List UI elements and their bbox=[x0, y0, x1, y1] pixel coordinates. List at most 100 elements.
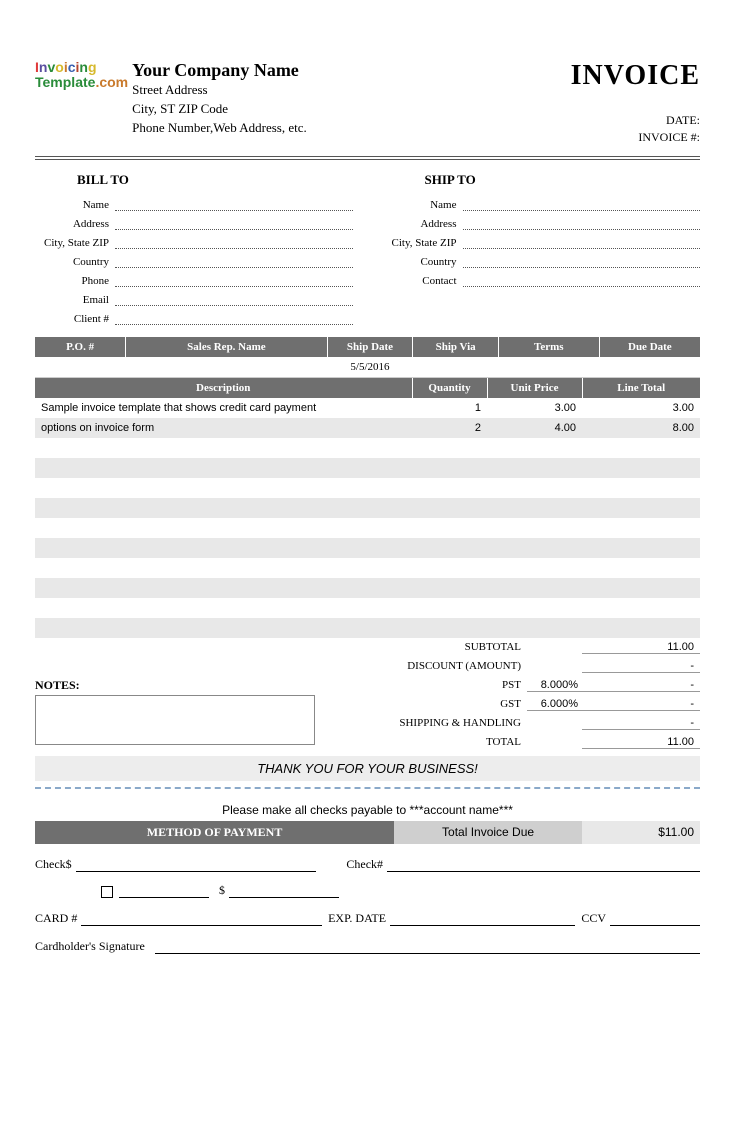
items-cell[interactable] bbox=[412, 558, 487, 578]
items-cell[interactable] bbox=[35, 558, 412, 578]
bill-to-field-line[interactable] bbox=[115, 292, 353, 306]
items-cell[interactable] bbox=[582, 498, 700, 518]
ship-to-field-row: City, State ZIP bbox=[383, 230, 701, 249]
billship-row: BILL TO NameAddressCity, State ZIPCountr… bbox=[35, 172, 700, 325]
bill-to-field-line[interactable] bbox=[115, 235, 353, 249]
card-type-row: $ bbox=[95, 882, 700, 898]
ship-to-field-line[interactable] bbox=[463, 216, 701, 230]
ship-to-field-line[interactable] bbox=[463, 235, 701, 249]
items-cell[interactable] bbox=[582, 558, 700, 578]
items-cell[interactable] bbox=[582, 578, 700, 598]
items-cell[interactable] bbox=[487, 618, 582, 638]
meta-cell[interactable] bbox=[35, 357, 126, 378]
items-cell[interactable]: 4.00 bbox=[487, 418, 582, 438]
items-cell[interactable] bbox=[487, 558, 582, 578]
ship-to-field-line[interactable] bbox=[463, 197, 701, 211]
items-cell[interactable] bbox=[35, 578, 412, 598]
logo-template-line: Template.com bbox=[35, 75, 128, 90]
items-cell[interactable] bbox=[582, 478, 700, 498]
bill-to-field-label: Country bbox=[35, 256, 115, 268]
meta-cell[interactable] bbox=[599, 357, 700, 378]
company-block: Your Company Name Street Address City, S… bbox=[132, 60, 307, 138]
items-cell[interactable] bbox=[412, 498, 487, 518]
card-amount-line[interactable] bbox=[229, 882, 339, 898]
table-row: options on invoice form24.008.00 bbox=[35, 418, 700, 438]
items-cell[interactable] bbox=[582, 618, 700, 638]
bill-to-field-row: Email bbox=[35, 287, 353, 306]
notes-box[interactable] bbox=[35, 695, 315, 745]
items-cell[interactable] bbox=[487, 478, 582, 498]
card-type-line[interactable] bbox=[119, 882, 209, 898]
items-cell[interactable] bbox=[35, 458, 412, 478]
items-header: Description bbox=[35, 378, 412, 398]
items-cell[interactable]: 3.00 bbox=[582, 398, 700, 418]
items-cell[interactable] bbox=[35, 618, 412, 638]
ship-to-field-line[interactable] bbox=[463, 254, 701, 268]
signature-line[interactable] bbox=[155, 938, 700, 954]
items-cell[interactable] bbox=[35, 478, 412, 498]
items-cell[interactable]: 1 bbox=[412, 398, 487, 418]
notes-block: NOTES: bbox=[35, 638, 315, 752]
items-cell[interactable] bbox=[487, 518, 582, 538]
items-cell[interactable] bbox=[487, 538, 582, 558]
items-cell[interactable] bbox=[35, 498, 412, 518]
items-cell[interactable] bbox=[582, 458, 700, 478]
card-no-line[interactable] bbox=[81, 910, 322, 926]
totals-value: 11.00 bbox=[582, 641, 700, 654]
items-cell[interactable] bbox=[412, 458, 487, 478]
items-cell[interactable] bbox=[412, 578, 487, 598]
items-cell[interactable] bbox=[412, 438, 487, 458]
items-header: Line Total bbox=[582, 378, 700, 398]
meta-cell[interactable] bbox=[126, 357, 328, 378]
items-cell[interactable]: 8.00 bbox=[582, 418, 700, 438]
totals-row: SUBTOTAL11.00 bbox=[315, 638, 700, 657]
ccv-line[interactable] bbox=[610, 910, 700, 926]
totals-label: SHIPPING & HANDLING bbox=[315, 717, 527, 729]
items-cell[interactable] bbox=[412, 598, 487, 618]
items-cell[interactable] bbox=[487, 598, 582, 618]
items-cell[interactable] bbox=[35, 538, 412, 558]
ship-to-field-line[interactable] bbox=[463, 273, 701, 287]
items-cell[interactable] bbox=[412, 478, 487, 498]
bill-to-field-line[interactable] bbox=[115, 216, 353, 230]
items-cell[interactable]: 2 bbox=[412, 418, 487, 438]
bill-to-field-row: Country bbox=[35, 249, 353, 268]
items-cell[interactable] bbox=[35, 598, 412, 618]
items-cell[interactable] bbox=[412, 518, 487, 538]
bill-to-field-line[interactable] bbox=[115, 311, 353, 325]
card-checkbox[interactable] bbox=[101, 886, 113, 898]
meta-cell[interactable] bbox=[498, 357, 599, 378]
items-cell[interactable] bbox=[487, 578, 582, 598]
table-row bbox=[35, 518, 700, 538]
items-cell[interactable] bbox=[412, 618, 487, 638]
items-cell[interactable] bbox=[35, 438, 412, 458]
header: Invoicing Template.com Your Company Name… bbox=[35, 60, 700, 146]
exp-line[interactable] bbox=[390, 910, 575, 926]
items-cell[interactable]: options on invoice form bbox=[35, 418, 412, 438]
items-cell[interactable] bbox=[487, 458, 582, 478]
totals-value: 11.00 bbox=[582, 736, 700, 749]
items-cell[interactable] bbox=[487, 498, 582, 518]
items-cell[interactable] bbox=[582, 518, 700, 538]
logo-com: .com bbox=[95, 74, 128, 90]
items-cell[interactable] bbox=[35, 518, 412, 538]
ship-to-field-row: Address bbox=[383, 211, 701, 230]
items-header: Quantity bbox=[412, 378, 487, 398]
meta-cell[interactable] bbox=[413, 357, 499, 378]
bill-to-field-line[interactable] bbox=[115, 197, 353, 211]
items-cell[interactable] bbox=[582, 598, 700, 618]
bill-to-field-line[interactable] bbox=[115, 254, 353, 268]
items-cell[interactable] bbox=[412, 538, 487, 558]
check-amount-line[interactable] bbox=[76, 856, 317, 872]
items-cell[interactable] bbox=[582, 538, 700, 558]
items-cell[interactable]: Sample invoice template that shows credi… bbox=[35, 398, 412, 418]
items-cell[interactable] bbox=[582, 438, 700, 458]
items-cell[interactable]: 3.00 bbox=[487, 398, 582, 418]
check-no-line[interactable] bbox=[387, 856, 700, 872]
items-cell[interactable] bbox=[487, 438, 582, 458]
bill-to-col: BILL TO NameAddressCity, State ZIPCountr… bbox=[35, 172, 353, 325]
signature-label: Cardholder's Signature bbox=[35, 939, 149, 954]
table-row bbox=[35, 498, 700, 518]
bill-to-field-line[interactable] bbox=[115, 273, 353, 287]
meta-cell[interactable]: 5/5/2016 bbox=[327, 357, 413, 378]
